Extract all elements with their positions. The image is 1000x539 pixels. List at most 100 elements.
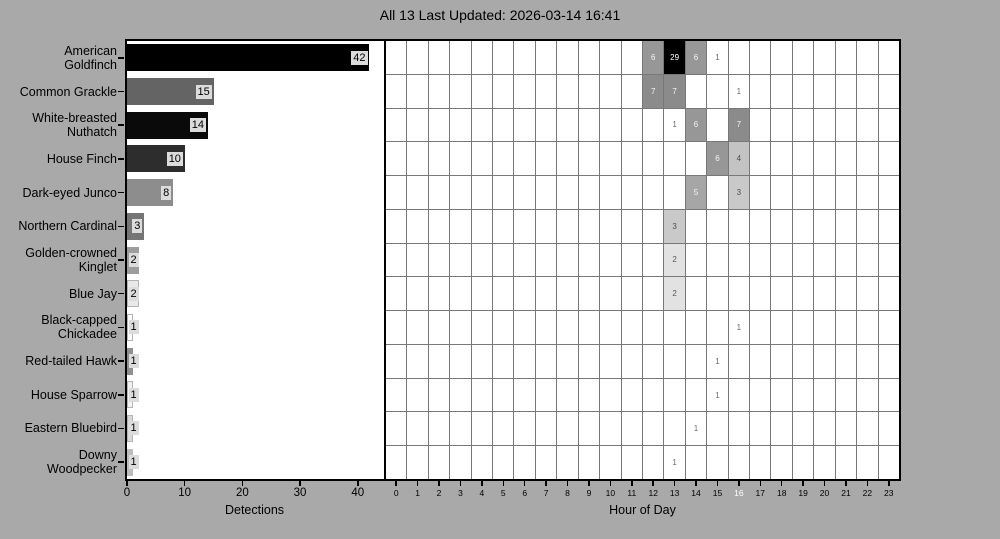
- hour-tick-label-current: 16: [734, 488, 744, 498]
- heatmap-cell: [450, 74, 471, 108]
- species-label-line: Eastern Bluebird: [24, 421, 117, 436]
- hour-tick-mark: [523, 481, 526, 486]
- hour-tick-mark: [502, 481, 505, 486]
- heatmap-cell: [835, 142, 857, 176]
- chart-title: All 13 Last Updated: 2026-03-14 16:41: [379, 7, 621, 23]
- heatmap-cell: [642, 412, 664, 446]
- heatmap-cell: [428, 142, 450, 176]
- y-tick-mark: [118, 57, 124, 59]
- heatmap-cell: [771, 412, 792, 446]
- heatmap-cell: [600, 176, 621, 209]
- heatmap-cell: [835, 311, 857, 344]
- hour-tick-mark: [545, 481, 547, 486]
- heatmap-cell: [450, 378, 471, 412]
- y-tick-label-species: Common Grackle: [5, 85, 117, 99]
- heatmap-cell: [450, 142, 471, 176]
- heatmap-cell: [857, 243, 878, 277]
- heatmap-cell: [664, 142, 685, 176]
- bar-value-label: 14: [189, 118, 207, 133]
- y-tick-label-species: House Finch: [5, 152, 117, 166]
- heatmap-cell: [857, 344, 878, 378]
- heatmap-cell: [514, 378, 535, 412]
- heatmap-cell: [578, 243, 600, 277]
- heatmap-cell: [750, 108, 771, 142]
- heatmap-cell: [814, 41, 835, 74]
- heatmap-cell: [621, 277, 642, 311]
- heatmap-cell: [493, 344, 514, 378]
- bar-value-label: 15: [195, 84, 212, 99]
- heatmap-cell: [707, 74, 728, 108]
- heatmap-cell: [685, 142, 707, 176]
- heatmap-cell: [428, 344, 450, 378]
- heatmap-cell: [750, 74, 771, 108]
- y-tick-label-species: Red-tailed Hawk: [5, 354, 117, 368]
- heatmap-cell: [450, 41, 471, 74]
- heatmap-cell: [514, 311, 535, 344]
- y-tick-label-species: White-breasted Nuthatch: [5, 111, 117, 139]
- heatmap-cell: [514, 412, 535, 446]
- heatmap-cell: [771, 142, 792, 176]
- hour-tick-label: 20: [819, 488, 830, 498]
- heatmap-cell: [664, 378, 685, 412]
- heatmap-cell: [685, 277, 707, 311]
- heatmap-cell: [450, 243, 471, 277]
- heatmap-cell: [557, 209, 578, 243]
- species-label-line: Northern Cardinal: [18, 219, 117, 234]
- heatmap-cell: [428, 412, 450, 446]
- heatmap-cell: [493, 74, 514, 108]
- y-tick-label-species: Eastern Bluebird: [5, 421, 117, 435]
- heatmap-cell: [386, 311, 407, 344]
- x-tick-label: 20: [235, 487, 249, 499]
- heatmap-cell: [428, 446, 450, 479]
- species-label-line: White-breasted: [32, 111, 117, 126]
- heatmap-cell: [792, 277, 814, 311]
- hour-tick-label: 7: [543, 488, 549, 498]
- heatmap-cell: [514, 74, 535, 108]
- heatmap-cell: [471, 277, 493, 311]
- heatmap-cell: [535, 176, 557, 209]
- heatmap-cell: [386, 446, 407, 479]
- hour-tick-mark: [481, 481, 483, 486]
- bar-value-label: 8: [161, 185, 172, 200]
- heatmap-cell: [771, 108, 792, 142]
- hour-tick-label: 9: [586, 488, 592, 498]
- y-tick-mark: [118, 158, 124, 160]
- heatmap-cell: [471, 243, 493, 277]
- heatmap-cell: [878, 311, 899, 344]
- hour-tick-label: 18: [776, 488, 787, 498]
- heatmap-cell: [728, 277, 750, 311]
- heatmap-cell: [471, 378, 493, 412]
- heatmap-cell: [728, 446, 750, 479]
- hour-tick-label: 1: [415, 488, 420, 498]
- heatmap-cell: [428, 277, 450, 311]
- heatmap-cell: [835, 243, 857, 277]
- heatmap-cell: [792, 378, 814, 412]
- heatmap-cell: [878, 41, 899, 74]
- heatmap-cell: [407, 142, 428, 176]
- y-tick-label-species: Dark-eyed Junco: [5, 186, 118, 200]
- heatmap-cell: [578, 277, 600, 311]
- heatmap-cell: [750, 446, 771, 479]
- hour-tick-mark: [866, 481, 869, 486]
- heatmap-plot-area: 6 29 6 1 7 7 1 1 6 7 6 4 5 3 3 2 2 1 1 1 1 1: [384, 39, 901, 481]
- heatmap-cell: [878, 243, 899, 277]
- heatmap-cell: 6: [642, 41, 664, 74]
- bar-value-label: 1: [128, 354, 139, 369]
- heatmap-cell: [578, 378, 600, 412]
- hour-tick-label: 2: [436, 488, 442, 498]
- heatmap-cell: [535, 209, 557, 243]
- heatmap-cell: [600, 446, 621, 479]
- heatmap-cell: [835, 412, 857, 446]
- heatmap-cell: [750, 344, 771, 378]
- heatmap-cell: [578, 176, 600, 209]
- heatmap-cell: [578, 412, 600, 446]
- heatmap-cell: [878, 142, 899, 176]
- heatmap-cell: [621, 344, 642, 378]
- species-label-line: Common Grackle: [19, 84, 117, 99]
- heatmap-cell: [450, 311, 471, 344]
- heatmap-cell: [642, 209, 664, 243]
- heatmap-cell: [386, 344, 407, 378]
- heatmap-cell: [493, 209, 514, 243]
- heatmap-cell: [707, 108, 728, 142]
- heatmap-cell: [471, 412, 493, 446]
